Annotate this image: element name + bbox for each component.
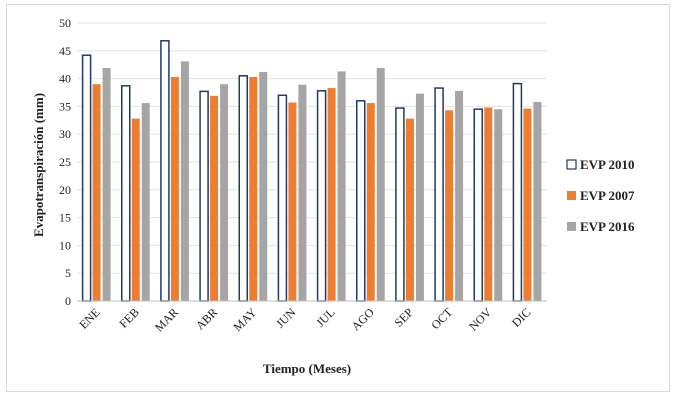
x-tick-label: DIC	[509, 305, 534, 330]
bar-evp-2007-sep	[405, 118, 414, 301]
bar-evp-2016-ene	[102, 68, 111, 301]
y-tick-label: 25	[59, 155, 71, 169]
y-tick-label: 15	[59, 211, 71, 225]
chart-frame: 0 5 10 15 20 25 30 35 40 45 50 ENE FEB MAR ABR MAY JUN J…	[6, 4, 670, 392]
bar-evp-2016-ago	[376, 68, 385, 301]
x-tick-label: MAY	[230, 305, 259, 334]
bar-evp-2007-ago	[366, 103, 375, 302]
evapotranspiration-bar-chart: 0 5 10 15 20 25 30 35 40 45 50 ENE FEB MAR ABR MAY JUN J…	[31, 16, 635, 376]
y-tick-label: 20	[59, 183, 71, 197]
y-tick-label: 40	[59, 72, 71, 86]
legend-swatch	[567, 222, 576, 231]
bar-evp-2007-ene	[92, 84, 101, 301]
bar-evp-2007-abr	[210, 95, 219, 301]
bar-evp-2010-oct	[434, 87, 444, 302]
bar-evp-2010-ene	[81, 54, 92, 302]
bar-evp-2016-nov	[494, 109, 503, 302]
y-tick-label: 30	[59, 127, 71, 141]
y-tick-label: 0	[65, 294, 71, 308]
legend-swatch	[566, 159, 577, 170]
bar-evp-2007-jul	[327, 88, 336, 301]
bar-evp-2007-dic	[523, 108, 532, 302]
x-tick-label: ABR	[193, 305, 220, 332]
bar-evp-2016-dic	[533, 101, 542, 302]
bar-evp-2010-sep	[395, 107, 405, 302]
y-tick-label: 45	[59, 44, 71, 58]
y-tick-label: 35	[59, 99, 71, 113]
bar-evp-2007-jun	[288, 102, 297, 302]
bar-evp-2016-jul	[337, 71, 346, 301]
bar-evp-2007-mar	[170, 76, 179, 301]
legend-label: EVP 2007	[580, 188, 635, 203]
bar-evp-2016-oct	[455, 90, 464, 301]
bar-evp-2016-may	[259, 71, 268, 301]
x-tick-label: AGO	[349, 305, 378, 334]
bar-evp-2016-feb	[141, 103, 150, 302]
bar-evp-2010-feb	[121, 85, 131, 302]
x-tick-label: MAR	[152, 305, 181, 334]
bar-evp-2007-may	[249, 76, 258, 301]
x-tick-label: FEB	[116, 305, 141, 330]
y-axis-title: Evapotranspiración (mm)	[31, 93, 46, 237]
bar-evp-2007-oct	[445, 110, 454, 302]
bar-evp-2016-abr	[220, 84, 229, 301]
bar-evp-2010-abr	[199, 90, 209, 302]
bar-evp-2007-feb	[131, 118, 140, 301]
x-tick-label: NOV	[466, 305, 495, 334]
y-tick-label: 5	[65, 266, 71, 280]
y-axis-ticks: 0 5 10 15 20 25 30 35 40 45 50	[59, 16, 71, 308]
x-tick-label: SEP	[392, 305, 417, 330]
bar-evp-2010-ago	[356, 100, 366, 302]
bar-evp-2010-jun	[277, 94, 288, 302]
x-axis-ticks: ENE FEB MAR ABR MAY JUN JUL AGO SEP OCT NOV DIC	[76, 305, 533, 335]
bar-evp-2010-may	[238, 75, 248, 302]
x-tick-label: ENE	[76, 305, 102, 331]
bar-evp-2010-dic	[512, 82, 523, 302]
legend-label: EVP 2016	[580, 219, 635, 234]
bar-evp-2016-sep	[415, 93, 424, 301]
x-axis-title: Tiempo (Meses)	[263, 361, 351, 376]
bars	[81, 40, 542, 302]
legend-swatch	[567, 191, 576, 200]
y-tick-label: 50	[59, 16, 71, 30]
y-tick-label: 10	[59, 238, 71, 252]
bar-evp-2007-nov	[484, 107, 493, 302]
bar-evp-2010-jul	[316, 90, 327, 302]
x-tick-label: OCT	[428, 305, 455, 332]
bar-evp-2016-jun	[298, 84, 307, 301]
x-tick-label: JUL	[313, 305, 338, 330]
bar-evp-2010-nov	[473, 108, 483, 302]
gridlines	[77, 22, 547, 274]
bar-evp-2010-mar	[160, 40, 170, 302]
legend: EVP 2010 EVP 2007 EVP 2016	[566, 157, 635, 234]
bar-evp-2016-mar	[180, 61, 189, 301]
legend-label: EVP 2010	[580, 157, 635, 172]
x-tick-label: JUN	[273, 305, 299, 331]
